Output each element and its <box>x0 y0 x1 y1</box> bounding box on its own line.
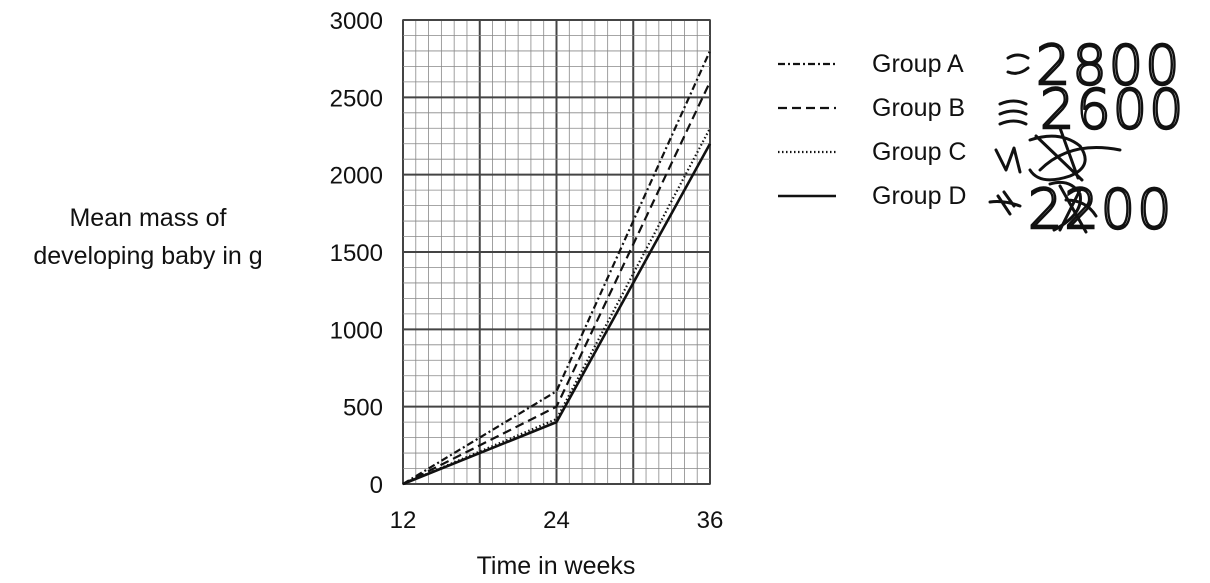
handwritten-scribble-d <box>1048 180 1098 234</box>
handwritten-mark-a <box>1006 53 1030 75</box>
x-tick-label: 36 <box>697 507 724 534</box>
legend-label-2: Group B <box>872 94 965 122</box>
y-tick-label: 500 <box>343 395 383 422</box>
y-tick-label: 3000 <box>330 8 383 35</box>
x-tick-label: 24 <box>543 507 570 534</box>
grid <box>402 19 711 485</box>
legend-label-4: Group D <box>872 182 966 210</box>
handwritten-mark-d <box>988 190 1022 216</box>
y-tick-label: 2500 <box>330 85 383 112</box>
y-tick-label: 2000 <box>330 163 383 190</box>
legend-label-1: Group A <box>872 50 964 78</box>
series-line-2 <box>402 81 711 485</box>
y-axis-label-line-1: Mean mass of <box>69 204 226 232</box>
y-tick-label: 1500 <box>330 240 383 267</box>
handwritten-value-d: 2200 <box>1028 178 1173 241</box>
handwritten-annotations: 2800 2600 2200 <box>988 33 1185 242</box>
x-tick-label: 12 <box>390 507 417 534</box>
handwritten-scribble-c <box>994 126 1122 182</box>
legend: Group A Group B Group C Group D <box>778 50 966 210</box>
legend-label-3: Group C <box>872 138 966 166</box>
y-tick-label: 0 <box>370 472 383 499</box>
y-axis-label-line-2: developing baby in g <box>33 242 262 270</box>
y-tick-labels: 0 500 1000 1500 2000 2500 3000 <box>330 8 383 499</box>
x-tick-labels: 12 24 36 <box>390 507 724 534</box>
series-lines <box>402 50 712 486</box>
handwritten-value-b: 2600 <box>1040 78 1185 141</box>
series-line-4 <box>402 143 712 486</box>
y-tick-label: 1000 <box>330 317 383 344</box>
handwritten-mark-b <box>998 99 1028 126</box>
x-axis-label: Time in weeks <box>477 552 636 580</box>
handwritten-value-a: 2800 <box>1036 34 1181 97</box>
